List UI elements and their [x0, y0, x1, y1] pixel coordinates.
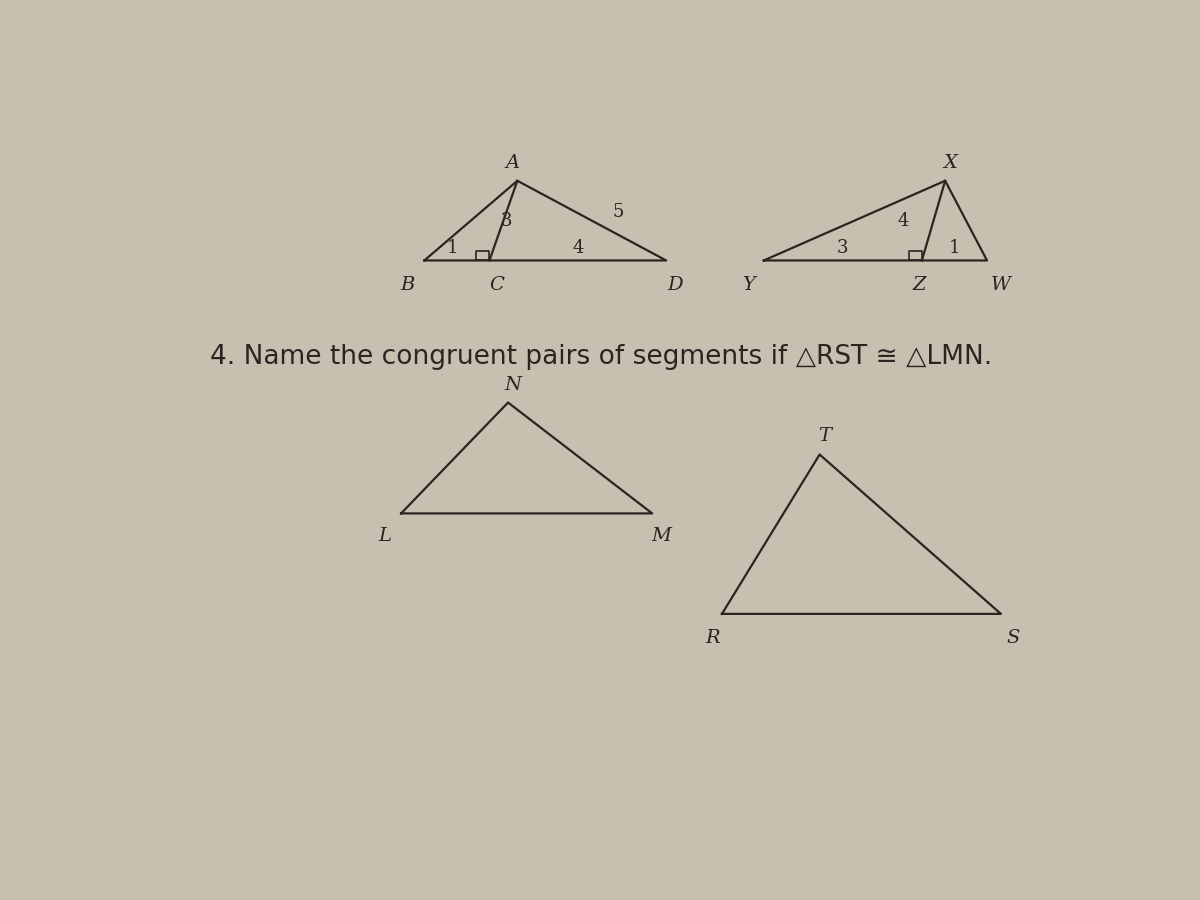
Text: N: N — [504, 375, 521, 393]
Text: C: C — [490, 275, 504, 293]
Text: Z: Z — [912, 275, 926, 293]
Text: A: A — [505, 155, 520, 173]
Text: M: M — [652, 527, 672, 545]
Text: D: D — [667, 275, 683, 293]
Text: 5: 5 — [612, 203, 624, 221]
Text: T: T — [817, 428, 830, 446]
Text: S: S — [1007, 629, 1020, 647]
Text: B: B — [401, 275, 415, 293]
Text: X: X — [943, 155, 956, 173]
Text: 1: 1 — [446, 239, 458, 257]
Text: Y: Y — [743, 275, 755, 293]
Text: W: W — [991, 275, 1010, 293]
Text: 4: 4 — [572, 239, 583, 257]
Text: R: R — [706, 629, 720, 647]
Text: 3: 3 — [500, 212, 512, 230]
Text: L: L — [378, 527, 391, 545]
Text: 3: 3 — [838, 239, 848, 257]
Text: 1: 1 — [949, 239, 960, 257]
Text: 4. Name the congruent pairs of segments if △RST ≅ △LMN.: 4. Name the congruent pairs of segments … — [210, 344, 992, 370]
Text: 4: 4 — [898, 212, 908, 230]
